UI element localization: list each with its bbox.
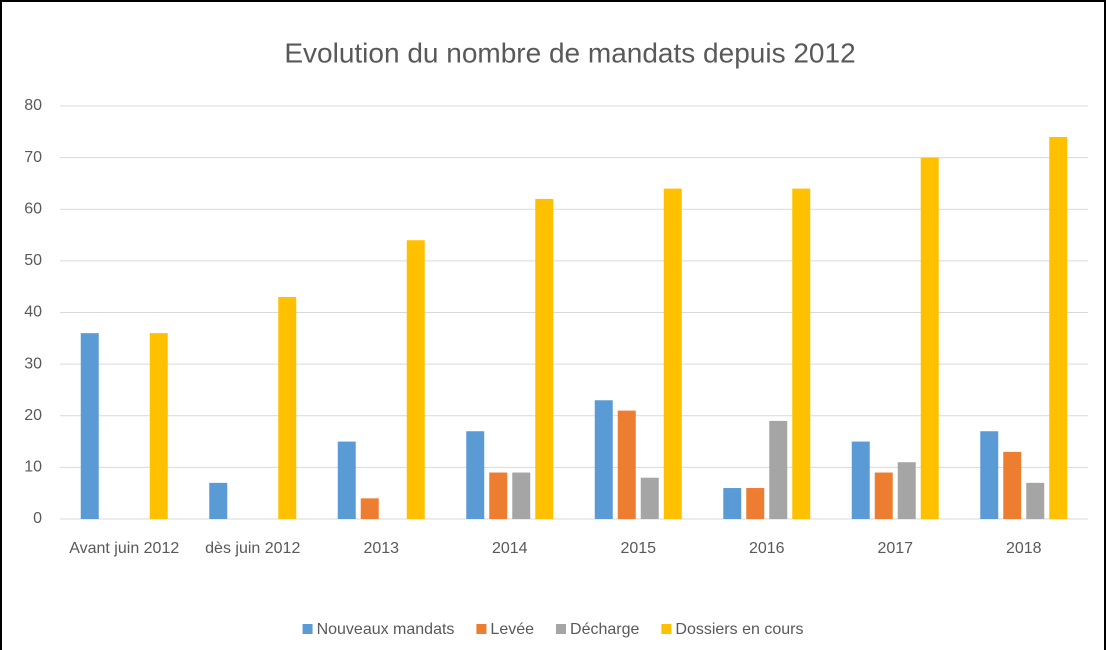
y-tick-label: 40	[24, 304, 42, 321]
bar	[80, 333, 99, 519]
bar	[360, 498, 379, 519]
bar	[746, 488, 765, 519]
bar	[723, 488, 742, 519]
bar	[594, 400, 613, 519]
y-tick-label: 50	[24, 252, 42, 269]
y-tick-label: 0	[33, 510, 42, 527]
bar	[278, 297, 297, 519]
bar	[406, 240, 425, 519]
legend-label: Dossiers en cours	[675, 621, 803, 638]
bar	[337, 441, 356, 519]
bar	[466, 431, 485, 519]
x-tick-label: dès juin 2012	[205, 540, 300, 557]
bar	[489, 472, 508, 519]
x-tick-label: 2014	[492, 540, 528, 557]
legend-swatch	[476, 624, 487, 634]
y-tick-label: 60	[24, 200, 42, 217]
bar	[209, 482, 228, 519]
legend-label: Décharge	[570, 621, 639, 638]
x-tick-label: 2017	[877, 540, 913, 557]
bar	[512, 472, 531, 519]
legend-label: Levée	[490, 621, 534, 638]
bar	[1026, 482, 1045, 519]
bar	[769, 420, 788, 519]
y-tick-label: 80	[24, 97, 42, 114]
x-tick-label: 2018	[1006, 540, 1042, 557]
y-tick-label: 30	[24, 355, 42, 372]
y-tick-label: 70	[24, 149, 42, 166]
bar	[851, 441, 870, 519]
y-tick-label: 10	[24, 459, 42, 476]
bar	[1003, 451, 1022, 519]
legend-label: Nouveaux mandats	[317, 621, 455, 638]
bar	[640, 477, 659, 519]
bar	[920, 157, 939, 519]
bar	[663, 188, 682, 519]
x-tick-label: 2016	[749, 540, 785, 557]
bar	[792, 188, 811, 519]
bar	[874, 472, 893, 519]
bar	[149, 333, 168, 519]
x-tick-label: 2015	[620, 540, 656, 557]
chart-title: Evolution du nombre de mandats depuis 20…	[284, 37, 855, 68]
x-tick-label: 2013	[363, 540, 399, 557]
y-tick-label: 20	[24, 407, 42, 424]
bar	[980, 431, 999, 519]
legend-swatch	[556, 624, 567, 634]
x-tick-label: Avant juin 2012	[69, 540, 179, 557]
bar	[617, 410, 636, 519]
legend-swatch	[302, 624, 313, 634]
bar	[897, 462, 916, 519]
bar	[535, 198, 554, 520]
bar	[1049, 136, 1068, 519]
legend-swatch	[661, 624, 672, 634]
